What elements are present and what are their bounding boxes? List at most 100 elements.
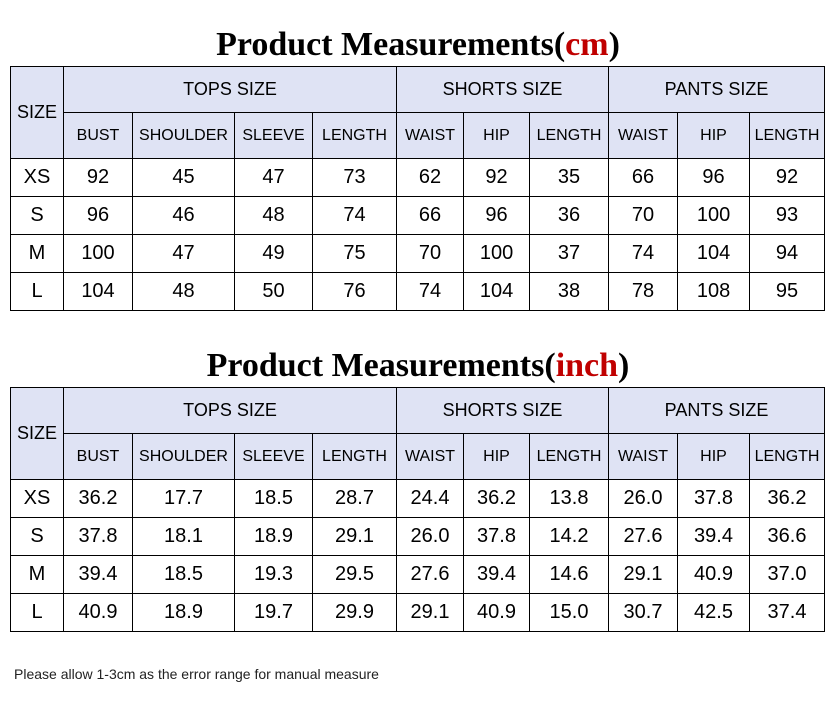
column-header: BUST bbox=[63, 433, 133, 480]
table-row: S 37.8 18.1 18.9 29.1 26.0 37.8 14.2 27.6 39.4 36.… bbox=[10, 517, 826, 556]
value-cell: 95 bbox=[749, 272, 826, 311]
column-header: SLEEVE bbox=[234, 112, 313, 159]
value-cell: 66 bbox=[396, 196, 465, 235]
value-cell: 73 bbox=[311, 158, 398, 197]
value-cell: 76 bbox=[311, 272, 398, 311]
size-cell: M bbox=[10, 234, 64, 273]
value-cell: 92 bbox=[63, 158, 133, 197]
column-header: LENGTH bbox=[311, 112, 398, 159]
value-cell: 39.4 bbox=[463, 555, 531, 594]
value-cell: 39.4 bbox=[63, 555, 133, 594]
value-cell: 28.7 bbox=[311, 479, 398, 518]
value-cell: 96 bbox=[463, 196, 531, 235]
value-cell: 40.9 bbox=[677, 555, 751, 594]
value-cell: 29.5 bbox=[311, 555, 398, 594]
value-cell: 48 bbox=[132, 272, 235, 311]
column-header: SHOULDER bbox=[132, 112, 235, 159]
group-header-shorts: SHORTS SIZE bbox=[396, 66, 610, 113]
value-cell: 40.9 bbox=[463, 593, 531, 632]
value-cell: 100 bbox=[63, 234, 133, 273]
value-cell: 48 bbox=[234, 196, 313, 235]
value-cell: 38 bbox=[529, 272, 610, 311]
value-cell: 37 bbox=[529, 234, 610, 273]
table-row: M 100 47 49 75 70 100 37 74 104 94 bbox=[10, 234, 826, 273]
value-cell: 108 bbox=[677, 272, 751, 311]
value-cell: 29.1 bbox=[396, 593, 465, 632]
table-row: XS 92 45 47 73 62 92 35 66 96 92 bbox=[10, 158, 826, 197]
value-cell: 104 bbox=[63, 272, 133, 311]
title-close: ) bbox=[608, 26, 620, 63]
value-cell: 36.6 bbox=[749, 517, 826, 556]
value-cell: 18.5 bbox=[234, 479, 313, 518]
value-cell: 92 bbox=[749, 158, 826, 197]
value-cell: 49 bbox=[234, 234, 313, 273]
column-header: SHOULDER bbox=[132, 433, 235, 480]
measurement-note: Please allow 1-3cm as the error range fo… bbox=[14, 666, 379, 682]
value-cell: 74 bbox=[396, 272, 465, 311]
size-column-header: SIZE bbox=[10, 387, 64, 480]
title-cm: Product Measurements(cm) bbox=[0, 25, 836, 65]
value-cell: 100 bbox=[463, 234, 531, 273]
value-cell: 75 bbox=[311, 234, 398, 273]
value-cell: 29.9 bbox=[311, 593, 398, 632]
size-cell: XS bbox=[10, 158, 64, 197]
group-header-pants: PANTS SIZE bbox=[608, 66, 826, 113]
title-text: Product Measurements( bbox=[216, 26, 566, 63]
value-cell: 37.0 bbox=[749, 555, 826, 594]
value-cell: 104 bbox=[463, 272, 531, 311]
value-cell: 36.2 bbox=[749, 479, 826, 518]
group-header-tops: TOPS SIZE bbox=[62, 387, 398, 434]
value-cell: 70 bbox=[396, 234, 465, 273]
title-close: ) bbox=[618, 347, 630, 384]
column-header: LENGTH bbox=[311, 433, 398, 480]
value-cell: 36 bbox=[529, 196, 610, 235]
size-cell: M bbox=[10, 555, 64, 594]
value-cell: 14.6 bbox=[529, 555, 610, 594]
value-cell: 37.4 bbox=[749, 593, 826, 632]
value-cell: 15.0 bbox=[529, 593, 610, 632]
value-cell: 100 bbox=[677, 196, 751, 235]
value-cell: 24.4 bbox=[396, 479, 465, 518]
table-row: M 39.4 18.5 19.3 29.5 27.6 39.4 14.6 29.1 40.9 37.… bbox=[10, 555, 826, 594]
value-cell: 14.2 bbox=[529, 517, 610, 556]
size-cell: L bbox=[10, 593, 64, 632]
value-cell: 39.4 bbox=[677, 517, 751, 556]
value-cell: 27.6 bbox=[608, 517, 679, 556]
value-cell: 70 bbox=[608, 196, 679, 235]
column-header: SLEEVE bbox=[234, 433, 313, 480]
value-cell: 74 bbox=[311, 196, 398, 235]
size-table-inch: SIZE TOPS SIZE SHORTS SIZE PANTS SIZE BU… bbox=[10, 387, 826, 632]
value-cell: 78 bbox=[608, 272, 679, 311]
column-header: HIP bbox=[463, 112, 531, 159]
table-row: XS 36.2 17.7 18.5 28.7 24.4 36.2 13.8 26.0 37.8 36… bbox=[10, 479, 826, 518]
title-text: Product Measurements( bbox=[206, 347, 556, 384]
value-cell: 42.5 bbox=[677, 593, 751, 632]
column-header: LENGTH bbox=[749, 433, 826, 480]
title-inch: Product Measurements(inch) bbox=[0, 346, 836, 386]
value-cell: 18.5 bbox=[132, 555, 235, 594]
value-cell: 27.6 bbox=[396, 555, 465, 594]
column-header: WAIST bbox=[396, 433, 465, 480]
size-cell: L bbox=[10, 272, 64, 311]
value-cell: 40.9 bbox=[63, 593, 133, 632]
value-cell: 50 bbox=[234, 272, 313, 311]
column-header: LENGTH bbox=[749, 112, 826, 159]
value-cell: 96 bbox=[677, 158, 751, 197]
value-cell: 45 bbox=[132, 158, 235, 197]
size-column-header: SIZE bbox=[10, 66, 64, 159]
table-row: L 104 48 50 76 74 104 38 78 108 95 bbox=[10, 272, 826, 311]
column-header: WAIST bbox=[608, 433, 679, 480]
value-cell: 17.7 bbox=[132, 479, 235, 518]
value-cell: 94 bbox=[749, 234, 826, 273]
value-cell: 26.0 bbox=[608, 479, 679, 518]
title-unit: inch bbox=[555, 347, 619, 384]
value-cell: 26.0 bbox=[396, 517, 465, 556]
size-cell: S bbox=[10, 517, 64, 556]
value-cell: 18.1 bbox=[132, 517, 235, 556]
value-cell: 29.1 bbox=[608, 555, 679, 594]
value-cell: 96 bbox=[63, 196, 133, 235]
value-cell: 29.1 bbox=[311, 517, 398, 556]
value-cell: 30.7 bbox=[608, 593, 679, 632]
column-header: HIP bbox=[463, 433, 531, 480]
value-cell: 35 bbox=[529, 158, 610, 197]
